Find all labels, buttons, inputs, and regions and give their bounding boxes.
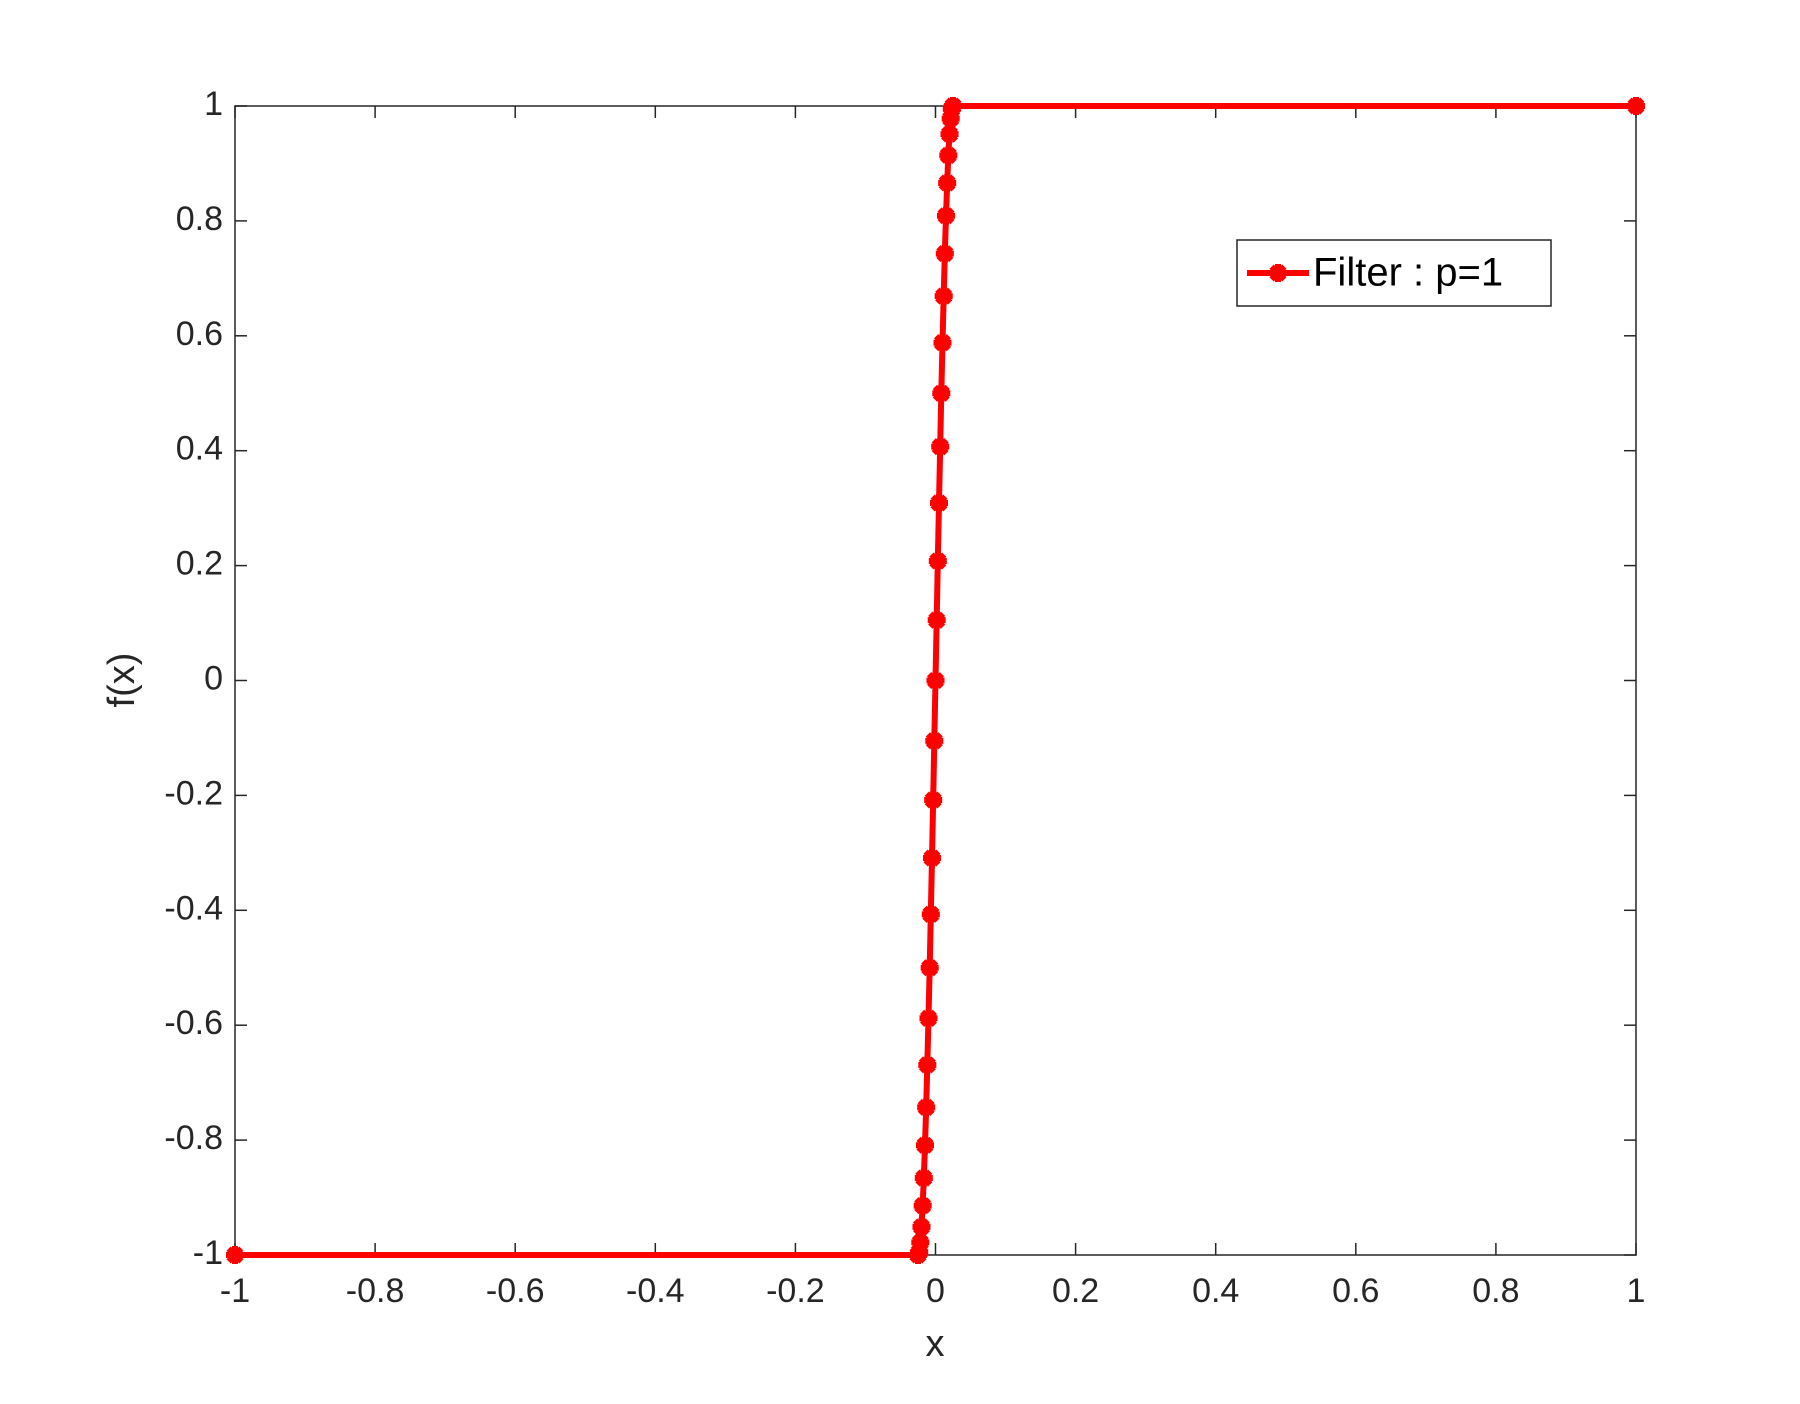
x-tick-label: -0.4 [626,1272,685,1310]
marker-core [924,908,937,921]
marker-core [941,176,954,189]
marker-core [947,100,960,112]
point-marker [915,1136,934,1155]
point-marker [932,384,951,403]
marker-core [929,674,942,687]
point-marker [925,731,944,750]
point-marker [944,97,963,115]
marker-core [927,793,940,806]
point-marker [928,552,947,571]
point-marker [931,437,950,456]
marker-core [922,1012,935,1025]
point-marker [914,1169,933,1188]
marker-core [933,496,946,509]
point-marker [934,287,953,306]
marker-core [229,1249,241,1261]
y-tick-label: -0.6 [164,1004,223,1042]
point-marker [930,493,949,512]
marker-core [921,1058,934,1071]
marker-core [920,1101,933,1114]
point-marker [935,244,954,263]
y-axis-label: f(x) [101,653,143,708]
marker-core [1630,100,1642,112]
point-marker [937,206,956,225]
y-tick-label: 0 [204,659,223,697]
point-marker [919,1009,938,1028]
marker-core [938,247,951,260]
marker-core [925,852,938,865]
point-marker [926,671,945,690]
y-tick-label: 0.2 [176,545,223,583]
x-tick-label: -0.8 [346,1272,405,1310]
marker-core [928,734,941,747]
y-tick-label: 0.6 [176,315,223,353]
point-marker [921,905,940,924]
marker-core [930,614,943,627]
marker-core [940,209,953,222]
y-tick-label: -0.4 [164,889,223,927]
point-marker [911,1233,930,1252]
marker-core [934,440,947,453]
legend-label: Filter : p=1 [1313,251,1503,295]
x-tick-label: 0.6 [1332,1272,1379,1310]
point-marker [226,1246,244,1264]
point-marker [912,1217,931,1236]
marker-core [943,128,956,141]
x-tick-label: 0.2 [1052,1272,1099,1310]
x-axis-label: x [926,1323,945,1365]
x-tick-label: -1 [220,1272,250,1310]
point-marker [927,611,946,630]
x-tick-label: -0.2 [766,1272,825,1310]
point-marker [938,173,957,192]
marker-core [923,961,936,974]
marker-core [917,1172,930,1185]
y-tick-label: -0.2 [164,774,223,812]
point-marker [940,125,959,144]
point-marker [920,958,939,977]
marker-core [935,387,948,400]
x-tick-label: 0.4 [1192,1272,1239,1310]
y-tick-label: 0.4 [176,430,223,468]
x-tick-label: -0.6 [486,1272,545,1310]
y-tick-label: 0.8 [176,200,223,238]
marker-core [918,1139,931,1152]
x-tick-label: 1 [1627,1272,1646,1310]
point-marker [917,1098,936,1117]
marker-core [914,1236,927,1249]
y-tick-label: -1 [193,1234,223,1272]
point-marker [924,790,943,809]
x-tick-label: 0 [926,1272,945,1310]
marker-core [931,555,944,568]
marker-core [942,149,955,162]
point-marker [1269,264,1287,282]
point-marker [933,333,952,352]
point-marker [922,849,941,868]
marker-core [937,290,950,303]
y-tick-label: -0.8 [164,1119,223,1157]
y-tick-label: 1 [204,85,223,123]
marker-core [936,336,949,349]
x-tick-label: 0.8 [1472,1272,1519,1310]
marker-core [916,1199,929,1212]
point-marker [939,146,958,165]
point-marker [918,1055,937,1074]
marker-core [1272,267,1284,279]
marker-core [915,1220,928,1233]
point-marker [1627,97,1645,115]
point-marker [913,1196,932,1215]
